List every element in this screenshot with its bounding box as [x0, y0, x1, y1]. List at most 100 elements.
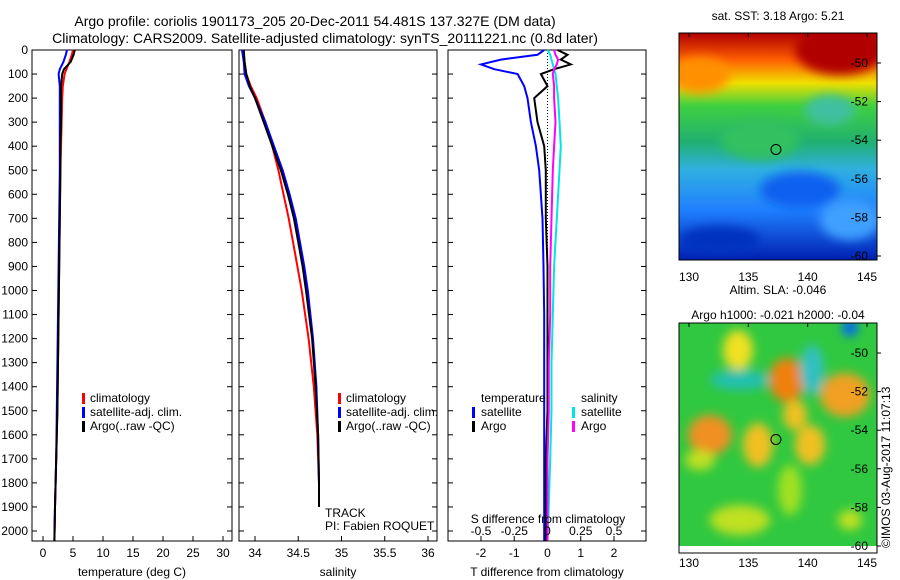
panels: 0100200300400500600700800900100011001200… [1, 9, 881, 579]
heatmap-features [685, 323, 870, 535]
legend-label: satellite [481, 405, 522, 419]
legend-label: Argo(..raw -QC) [90, 419, 175, 433]
heatmap-cell [685, 450, 715, 470]
heatmap-cell [710, 505, 770, 535]
series-line-argo-raw-qc- [242, 49, 320, 507]
y-tick-label: 400 [8, 139, 28, 153]
x-tick-label: 20 [156, 546, 170, 560]
lon-tick-label: 130 [679, 556, 699, 570]
x-tick-label: 35 [335, 546, 349, 560]
legend-label: satellite-adj. clim. [90, 405, 182, 419]
pi-label: PI: Fabien ROQUET [325, 519, 435, 533]
x2-tick-label: 0.5 [606, 524, 623, 538]
y-tick-label: 1700 [1, 452, 28, 466]
y-tick-label: 100 [8, 67, 28, 81]
x2-tick-label: -0.5 [471, 524, 492, 538]
heatmap-cell [688, 415, 732, 455]
heatmap-cell [769, 358, 805, 402]
sla-heatmap [679, 323, 877, 546]
heatmap-cell [795, 33, 877, 75]
x-tick-label: 30 [216, 546, 230, 560]
lat-tick-label: -60 [851, 539, 869, 553]
legend-swatch [572, 407, 575, 418]
y-tick-label: 600 [8, 187, 28, 201]
legend-label: Argo [581, 419, 607, 433]
map-subtitle: Argo h1000: -0.021 h2000: -0.04 [691, 308, 865, 322]
x2-axis-label: S difference from climatology [471, 512, 626, 526]
x-tick-label: 34.5 [287, 546, 311, 560]
legend-swatch [472, 407, 475, 418]
sst-heatmap [679, 33, 877, 260]
title-line-1: Argo profile: coriolis 1901173_205 20-De… [74, 13, 555, 29]
legend-swatch [82, 407, 85, 418]
map-title: sat. SST: 3.18 Argo: 5.21 [712, 9, 845, 23]
plot-frame [238, 49, 438, 542]
heatmap-cell [679, 57, 730, 93]
y-tick-label: 1000 [1, 284, 28, 298]
legend-label: climatology [346, 391, 406, 405]
legend-swatch [338, 393, 341, 404]
legend-label: satellite-adj. clim. [346, 405, 438, 419]
x-tick-label: 25 [186, 546, 200, 560]
lat-tick-label: -54 [851, 133, 869, 147]
y-tick-label: 0 [21, 43, 28, 57]
y-tick-label: 800 [8, 235, 28, 249]
series-line-climatology [241, 49, 320, 507]
footer-timestamp: ©IMOS 03-Aug-2017 11:07:13 [879, 386, 893, 548]
heatmap-cell [820, 373, 870, 417]
y-tick-label: 1300 [1, 356, 28, 370]
heatmap-cell [720, 120, 800, 160]
x-tick-label: 0 [544, 546, 551, 560]
x2-tick-label: 0 [544, 524, 551, 538]
y-tick-label: 1900 [1, 500, 28, 514]
lon-tick-label: 145 [857, 270, 877, 284]
lat-tick-label: -50 [851, 346, 869, 360]
lon-tick-label: 145 [857, 556, 877, 570]
y-tick-label: 1600 [1, 428, 28, 442]
legend-swatch [82, 393, 85, 404]
lat-tick-label: -52 [851, 95, 869, 109]
x-tick-label: 2 [611, 546, 618, 560]
heatmap-cell [838, 510, 862, 530]
heatmap-cell [805, 95, 855, 125]
heatmap-cell [800, 345, 824, 395]
lat-tick-label: -50 [851, 56, 869, 70]
legend-label: climatology [90, 391, 150, 405]
x2-tick-label: 0.25 [569, 524, 593, 538]
heatmap-cell [760, 172, 840, 208]
profile-panel-1: 0100200300400500600700800900100011001200… [1, 43, 233, 579]
legend-title: salinity [581, 391, 618, 405]
lat-tick-label: -58 [851, 210, 869, 224]
x-axis-label: T difference from climatology [470, 565, 624, 579]
lat-tick-label: -56 [851, 462, 869, 476]
legend-title: temperature [481, 391, 546, 405]
series-line-climatology [53, 49, 74, 541]
track-label: TRACK [325, 506, 366, 520]
heatmap-cell [820, 200, 877, 240]
y-tick-label: 1500 [1, 404, 28, 418]
lat-tick-label: -56 [851, 172, 869, 186]
y-tick-label: 700 [8, 211, 28, 225]
lon-tick-label: 140 [798, 270, 818, 284]
y-tick-label: 900 [8, 259, 28, 273]
y-tick-label: 500 [8, 163, 28, 177]
lon-tick-label: 135 [738, 556, 758, 570]
lon-tick-label: 130 [679, 270, 699, 284]
legend-swatch [472, 421, 475, 432]
x-tick-label: 34 [248, 546, 262, 560]
argo-location-marker [770, 433, 782, 445]
profile-panel-2: 34 34.5 35 35.5 36 salinity climatologysatelli… [238, 49, 438, 579]
x-axis-label: temperature (deg C) [78, 565, 186, 579]
series-line-t-satellite [477, 49, 546, 541]
x-tick-label: 36 [421, 546, 435, 560]
x-tick-label: -2 [476, 546, 487, 560]
argo-location-marker [770, 143, 782, 155]
x-axis-label: salinity [320, 565, 357, 579]
x2-tick-label: -0.25 [501, 524, 529, 538]
legend-swatch [82, 421, 85, 432]
heatmap-cell [710, 370, 770, 390]
lat-tick-label: -52 [851, 385, 869, 399]
lon-tick-label: 140 [798, 556, 818, 570]
x-tick-label: 0 [40, 546, 47, 560]
